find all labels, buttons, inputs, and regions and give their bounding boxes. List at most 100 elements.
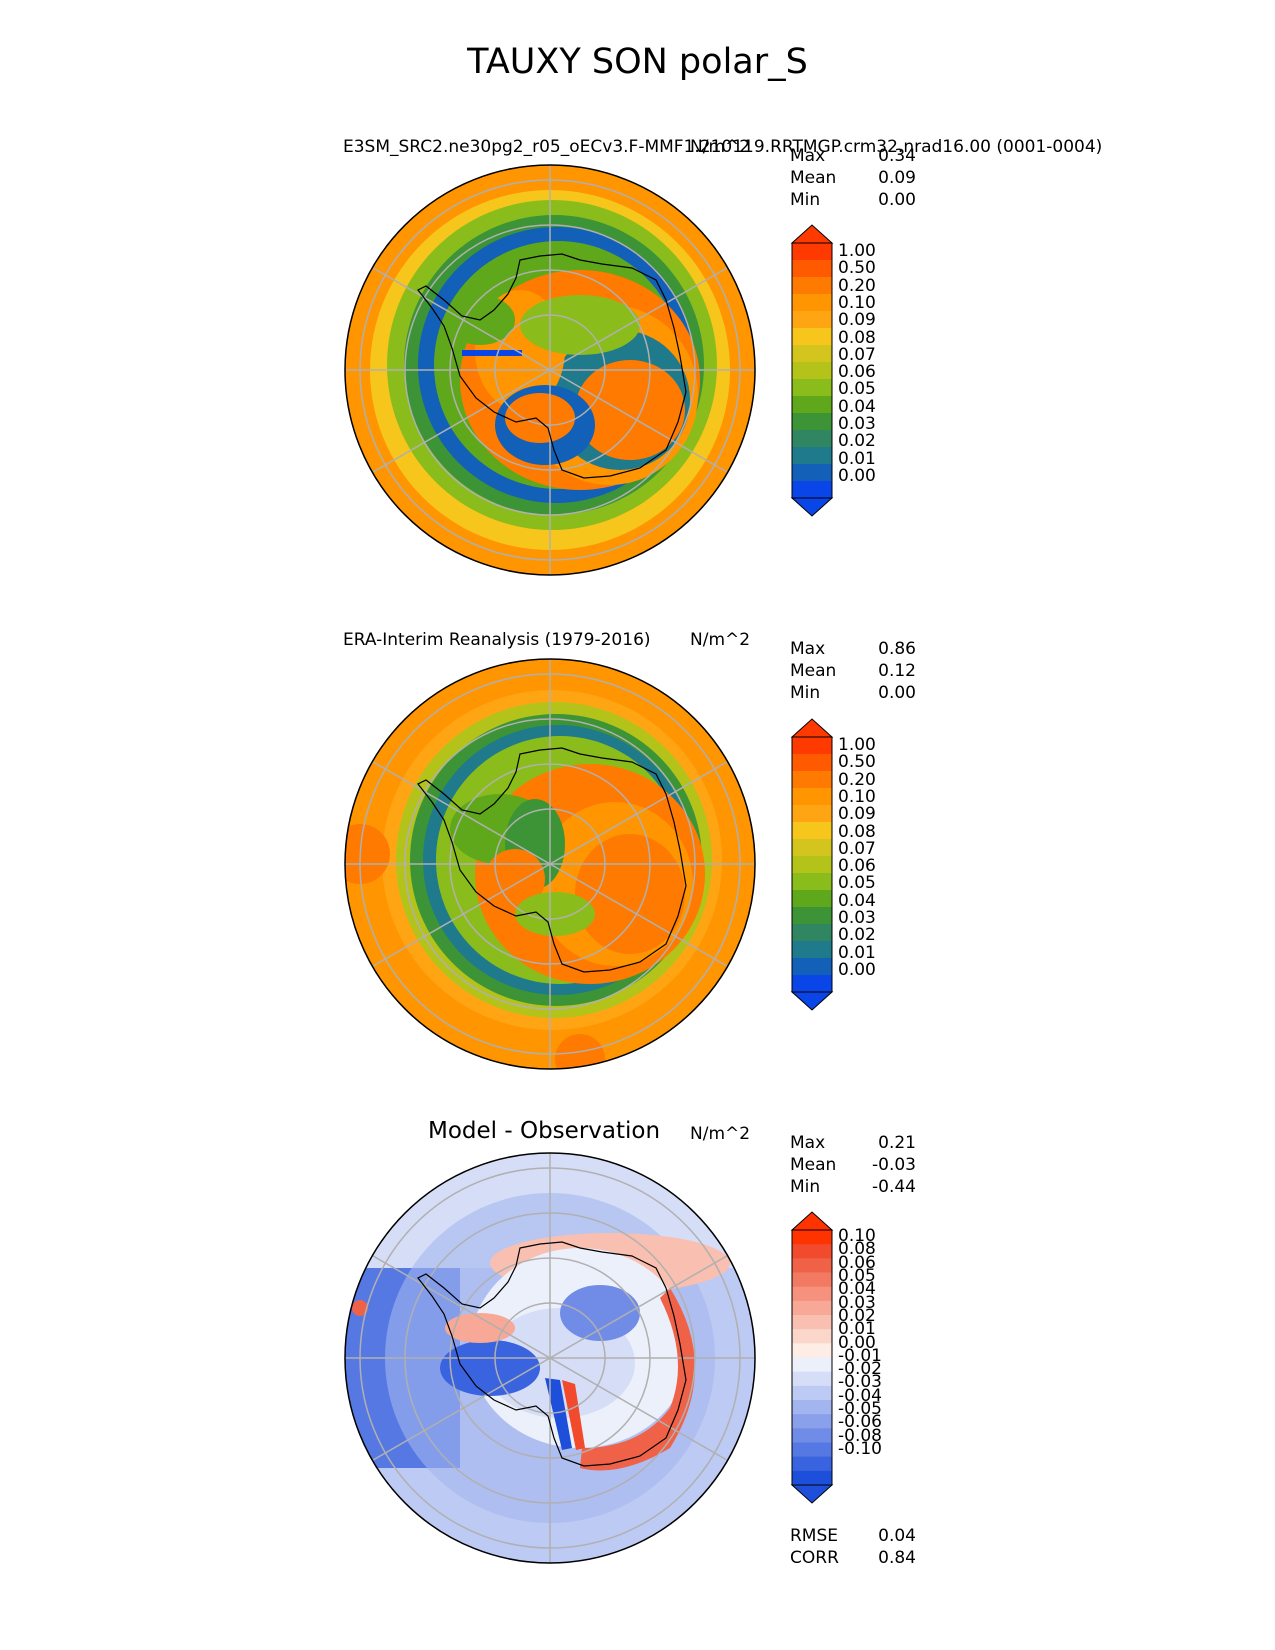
panel3-mean-value: -0.03 [872, 1155, 916, 1175]
colorbar-tick-label: 0.08 [838, 1239, 876, 1260]
colorbar-segment [792, 277, 832, 295]
colorbar-tick-label: 0.04 [838, 396, 876, 417]
colorbar-segment [792, 1371, 832, 1387]
colorbar-segment [792, 924, 832, 942]
colorbar-frame [791, 242, 833, 499]
panel2-mean-value: 0.12 [878, 661, 916, 681]
colorbar-segment [792, 1456, 832, 1472]
colorbar-tick-label: 0.50 [838, 258, 876, 279]
colorbar-segment [792, 345, 832, 363]
panel3-min-value: -0.44 [872, 1177, 916, 1197]
colorbar-tick-label: 0.10 [838, 786, 876, 807]
colorbar-segment [792, 1343, 832, 1358]
panel3-max-label: Max [790, 1133, 826, 1153]
colorbar-tick-label: 0.09 [838, 804, 876, 825]
panel1-map [344, 164, 756, 576]
colorbar-extend-bottom [790, 1484, 834, 1504]
colorbar-tick-label: 0.01 [838, 942, 876, 963]
colorbar-segment [792, 1385, 832, 1401]
colorbar-segment [792, 311, 832, 329]
colorbar-tick-label: 0.03 [838, 908, 876, 929]
colorbar-segment [792, 260, 832, 278]
colorbar-tick-label: -0.04 [838, 1385, 882, 1406]
panel2-map [344, 658, 756, 1070]
corr-value: 0.84 [878, 1548, 916, 1568]
panel1-min-value: 0.00 [878, 190, 916, 210]
colorbar-extend-bottom [790, 991, 834, 1011]
colorbar-segment [792, 737, 832, 755]
colorbar-extend-bottom [790, 497, 834, 517]
colorbar-tick-label: 0.03 [838, 414, 876, 435]
colorbar-tick-label: 0.02 [838, 431, 876, 452]
colorbar-segment [792, 1272, 832, 1288]
colorbar-segment [792, 975, 832, 993]
panel3-colorbar-svg [790, 1211, 834, 1504]
panel2-max-value: 0.86 [878, 639, 916, 659]
colorbar-tick-label: 0.20 [838, 275, 876, 296]
colorbar-segment [792, 464, 832, 482]
colorbar-tick-label: 0.08 [838, 327, 876, 348]
corr-label: CORR [790, 1548, 839, 1568]
panel3-mean-label: Mean [790, 1155, 837, 1175]
colorbar-extend-top [790, 1211, 834, 1231]
colorbar-segment [792, 1400, 832, 1415]
colorbar-tick-label: 0.00 [838, 1332, 876, 1353]
colorbar-segment [792, 447, 832, 465]
colorbar-segment [792, 328, 832, 346]
colorbar-segment [792, 958, 832, 976]
colorbar-segment [792, 294, 832, 312]
panel1-title: E3SM_SRC2.ne30pg2_r05_oECv3.F-MMF1.21011… [343, 137, 1103, 157]
colorbar-tick-label: 1.00 [838, 735, 876, 755]
colorbar-tick-label: 0.06 [838, 1252, 876, 1273]
colorbar-segment [792, 379, 832, 397]
rmse-label: RMSE [790, 1526, 839, 1546]
panel3-max-value: 0.21 [878, 1133, 916, 1153]
panel3-colorbar [790, 1210, 834, 1509]
panel2-colorbar-svg [790, 718, 834, 1011]
panel2-max-label: Max [790, 639, 826, 659]
colorbar-tick-label: -0.06 [838, 1412, 882, 1433]
colorbar-segment [792, 771, 832, 789]
colorbar-tick-label: -0.01 [838, 1345, 882, 1366]
colorbar-tick-label: 0.04 [838, 890, 876, 911]
colorbar-segment [792, 890, 832, 908]
colorbar-segment [792, 1230, 832, 1245]
colorbar-tick-label: 0.03 [838, 1292, 876, 1313]
colorbar-tick-label: 0.20 [838, 769, 876, 790]
colorbar-tick-label: 1.00 [838, 241, 876, 261]
figure-title: TAUXY SON polar_S [467, 42, 808, 82]
colorbar-segment [792, 805, 832, 823]
colorbar-segment [792, 1470, 832, 1486]
colorbar-tick-label: 0.05 [838, 1265, 876, 1286]
panel1-max-label: Max [790, 146, 826, 166]
colorbar-segment [792, 754, 832, 772]
colorbar-frame [791, 736, 833, 993]
colorbar-segment [792, 788, 832, 806]
colorbar-extend-top [790, 718, 834, 738]
colorbar-segment [792, 413, 832, 431]
colorbar-tick-label: 0.06 [838, 362, 876, 383]
colorbar-tick-label: 0.10 [838, 1226, 876, 1246]
colorbar-tick-label: -0.05 [838, 1399, 882, 1420]
panel2-mean-label: Mean [790, 661, 837, 681]
colorbar-tick-label: -0.03 [838, 1372, 882, 1393]
colorbar-tick-label: 0.07 [838, 838, 876, 859]
panel1-colorbar [790, 223, 834, 522]
colorbar-segment [792, 1414, 832, 1429]
panel2-colorbar [790, 717, 834, 1016]
colorbar-segment [792, 1258, 832, 1273]
colorbar-extend-top [790, 224, 834, 244]
colorbar-segment [792, 396, 832, 414]
colorbar-segment [792, 856, 832, 874]
colorbar-tick-label: 0.07 [838, 344, 876, 365]
colorbar-segment [792, 1286, 832, 1302]
colorbar-segment [792, 430, 832, 448]
panel3-map [344, 1152, 756, 1564]
colorbar-segment [792, 362, 832, 380]
colorbar-tick-label: 0.50 [838, 752, 876, 773]
colorbar-segment [792, 1244, 832, 1259]
colorbar-tick-label: 0.05 [838, 379, 876, 400]
panel1-mean-value: 0.09 [878, 168, 916, 188]
colorbar-tick-label: 0.02 [838, 925, 876, 946]
colorbar-segment [792, 1329, 832, 1344]
